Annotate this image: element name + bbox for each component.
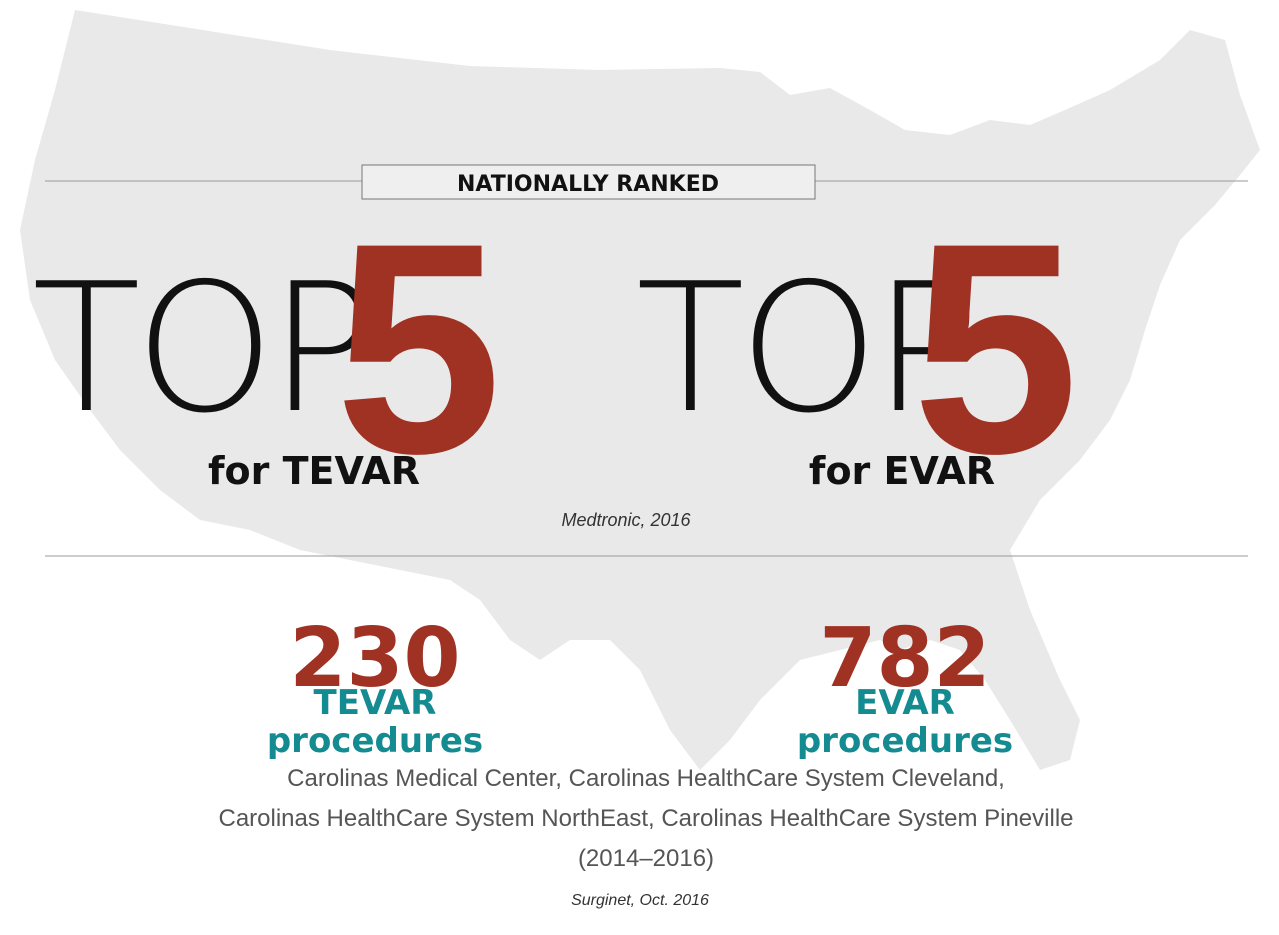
stat-label: TEVAR [314,683,437,723]
stat-label: procedures [267,721,483,761]
description-line: (2014–2016) [578,845,714,872]
rank-number: 5 [912,180,1079,516]
ranking-source: Medtronic, 2016 [561,510,691,530]
stat-number: 230 [289,611,460,706]
stat-label: EVAR [855,683,955,723]
stat-number: 782 [819,611,990,706]
top-word: TOP [32,245,370,452]
description-line: Carolinas HealthCare System NorthEast, C… [218,805,1073,832]
title-box [361,164,816,200]
us-map-silhouette [20,10,1260,770]
stat-label: procedures [797,721,1013,761]
description-line: Carolinas Medical Center, Carolinas Heal… [287,765,1005,792]
rank-label: for TEVAR [208,449,420,493]
rank-label: for EVAR [809,449,995,493]
title: NATIONALLY RANKED [457,172,719,197]
rank-number: 5 [335,180,502,516]
stats-source: Surginet, Oct. 2016 [571,892,709,909]
top-word: TOP [636,245,974,452]
